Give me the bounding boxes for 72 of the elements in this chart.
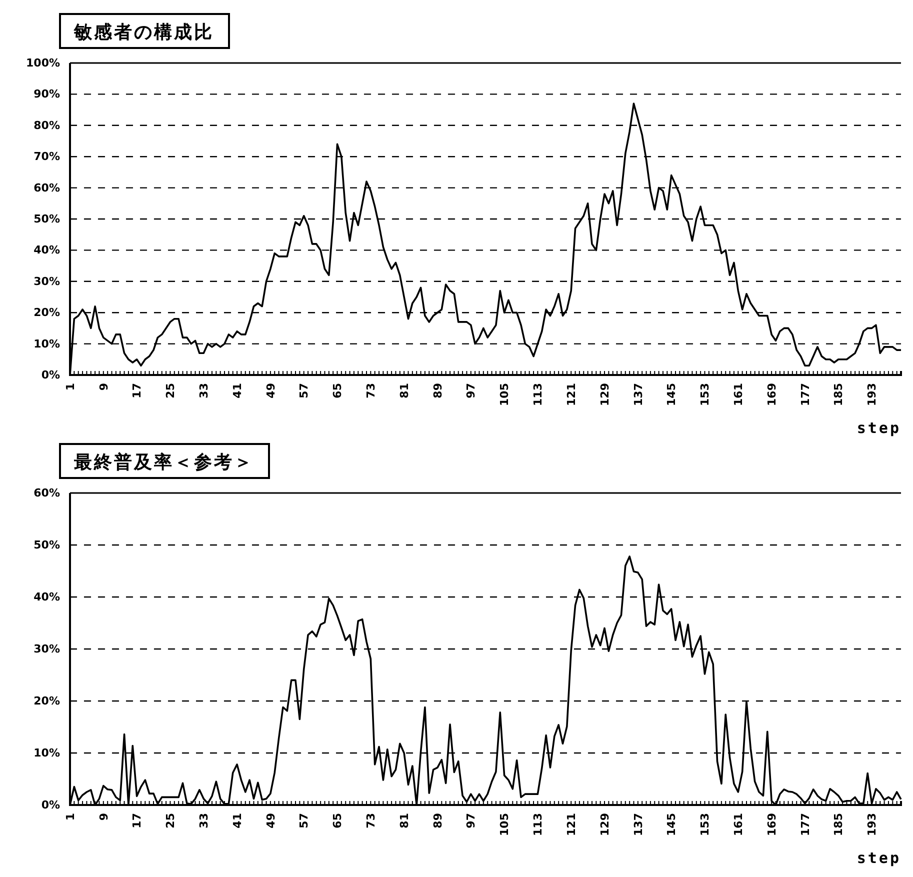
y-tick-label: 40% (34, 244, 60, 257)
x-tick-label: 73 (364, 813, 378, 828)
x-tick-label: 81 (398, 813, 411, 828)
x-tick-label: 49 (264, 813, 278, 828)
y-tick-label: 0% (41, 368, 60, 382)
x-tick-label: 177 (798, 383, 812, 406)
x-tick-label: 129 (598, 383, 612, 406)
x-tick-label: 81 (398, 383, 411, 398)
y-tick-label: 50% (34, 212, 60, 226)
x-tick-label: 97 (464, 383, 478, 398)
x-tick-label: 161 (732, 383, 745, 406)
x-tick-label: 57 (298, 813, 311, 828)
x-tick-label: 33 (197, 383, 210, 398)
x-tick-label: 25 (164, 813, 178, 828)
x-tick-label: 73 (364, 383, 378, 398)
x-tick-label: 49 (264, 383, 278, 398)
x-tick-label: 97 (464, 813, 478, 828)
x-tick-label: 105 (498, 383, 512, 406)
x-tick-label: 161 (732, 813, 745, 836)
x-tick-label: 193 (866, 813, 879, 836)
x-tick-label: 137 (632, 383, 645, 406)
x-tick-label: 41 (230, 813, 244, 828)
y-tick-label: 50% (34, 538, 60, 552)
x-tick-label: 121 (564, 383, 578, 406)
y-tick-label: 30% (34, 642, 60, 656)
y-tick-label: 20% (34, 694, 60, 708)
x-tick-label: 145 (665, 383, 678, 406)
x-tick-label: 1 (64, 813, 77, 821)
y-tick-label: 60% (34, 181, 60, 194)
y-tick-label: 80% (34, 118, 60, 132)
y-tick-label: 20% (34, 306, 60, 320)
y-tick-label: 60% (34, 486, 60, 500)
x-tick-label: 57 (298, 383, 311, 398)
y-tick-label: 100% (26, 56, 60, 70)
y-tick-label: 10% (34, 746, 60, 760)
y-tick-label: 30% (34, 274, 60, 288)
x-axis-title: step (856, 849, 901, 867)
y-tick-label: 70% (34, 150, 60, 164)
y-tick-label: 40% (34, 590, 60, 604)
y-tick-label: 0% (41, 798, 60, 812)
x-tick-label: 169 (765, 813, 778, 836)
x-tick-label: 113 (532, 383, 545, 406)
x-tick-label: 9 (97, 813, 110, 821)
x-tick-label: 169 (765, 383, 778, 406)
chart-title: 敏感者の構成比 (73, 22, 214, 43)
x-tick-label: 89 (431, 383, 444, 398)
x-tick-label: 113 (532, 813, 545, 836)
x-tick-label: 145 (665, 813, 678, 836)
x-tick-label: 1 (64, 383, 77, 391)
x-tick-label: 129 (598, 813, 612, 836)
x-tick-label: 137 (632, 813, 645, 836)
x-tick-label: 65 (331, 813, 344, 828)
x-tick-label: 177 (798, 813, 812, 836)
x-tick-label: 33 (197, 813, 210, 828)
x-tick-label: 17 (130, 813, 144, 828)
x-tick-label: 41 (230, 383, 244, 398)
x-tick-label: 153 (698, 813, 712, 836)
x-tick-label: 65 (331, 383, 344, 398)
x-tick-label: 185 (832, 813, 846, 836)
x-tick-label: 121 (564, 813, 578, 836)
x-axis-title: step (856, 419, 901, 437)
y-tick-label: 90% (34, 88, 60, 101)
x-tick-label: 185 (832, 383, 846, 406)
x-tick-label: 89 (431, 813, 444, 828)
x-tick-label: 105 (498, 813, 512, 836)
x-tick-label: 193 (866, 383, 879, 406)
chart-title: 最終普及率＜参考＞ (73, 452, 254, 473)
x-tick-label: 9 (97, 383, 110, 391)
x-tick-label: 153 (698, 383, 712, 406)
x-tick-label: 17 (130, 383, 144, 398)
x-tick-label: 25 (164, 383, 178, 398)
y-tick-label: 10% (34, 337, 60, 350)
